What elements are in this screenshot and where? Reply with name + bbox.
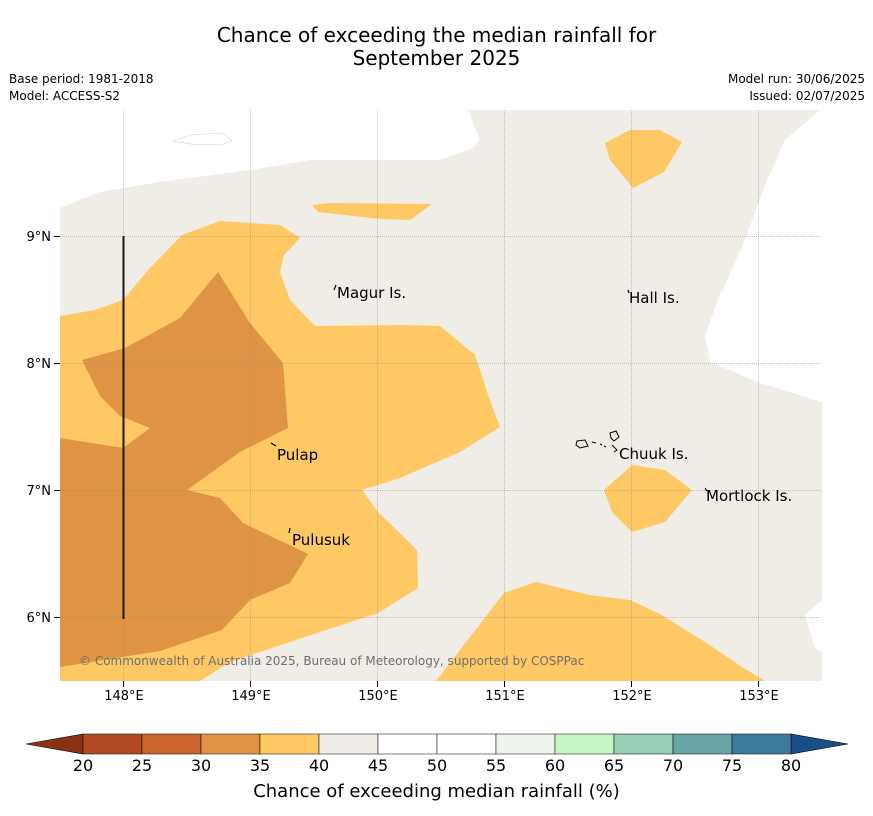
island-magur <box>333 284 337 291</box>
meta-right: Model run: 30/06/2025 Issued: 02/07/2025 <box>728 71 865 105</box>
lon-label-152e: 152°E <box>612 689 652 704</box>
colorbar <box>25 733 849 755</box>
colorbar-tick-label: 60 <box>544 756 566 775</box>
colorbar-title: Chance of exceeding median rainfall (%) <box>253 781 620 802</box>
band-45-50-northeast <box>705 110 822 402</box>
axis-ticks <box>54 236 759 687</box>
band-35-40-hall <box>605 130 682 188</box>
colorbar-tick-label: 45 <box>367 756 389 775</box>
model-name: Model: ACCESS-S2 <box>9 89 121 103</box>
colorbar-under-triangle <box>25 733 84 755</box>
issued-date: Issued: 02/07/2025 <box>749 89 865 103</box>
place-label-mortlock: Mortlock Is. <box>706 487 792 505</box>
colorbar-segment <box>82 733 143 755</box>
colorbar-segment <box>436 733 497 755</box>
band-30-35 <box>60 272 308 667</box>
colorbar-tick-label: 65 <box>603 756 625 775</box>
colorbar-segment <box>554 733 615 755</box>
colorbar-tick-label: 40 <box>308 756 330 775</box>
colorbar-segment <box>141 733 202 755</box>
colorbar-segment <box>259 733 320 755</box>
lat-label-7n: 7°N <box>27 484 52 499</box>
band-35-40-south <box>436 582 765 681</box>
colorbar-tick-label: 75 <box>721 756 743 775</box>
colorbar-tick-label: 35 <box>249 756 271 775</box>
graticule <box>60 110 822 681</box>
copyright-notice: © Commonwealth of Australia 2025, Bureau… <box>79 654 585 668</box>
colorbar-segment <box>495 733 556 755</box>
island-chuuk-lagoon <box>575 430 620 453</box>
band-45-50-north <box>60 110 480 208</box>
colorbar-segment <box>200 733 261 755</box>
colorbar-segment <box>318 733 379 755</box>
lat-label-9n: 9°N <box>27 230 52 245</box>
map-fields <box>60 110 822 681</box>
place-label-pulusuk: Pulusuk <box>292 531 350 549</box>
chart-title-line2: September 2025 <box>352 46 521 70</box>
colorbar-tick-label: 70 <box>662 756 684 775</box>
colorbar-segment <box>377 733 438 755</box>
band-45-50-southeast <box>805 600 822 652</box>
band-45-50-islet <box>172 132 233 146</box>
lon-label-153e: 153°E <box>739 689 779 704</box>
lat-label-8n: 8°N <box>27 357 52 372</box>
band-35-40-magur <box>312 203 432 220</box>
colorbar-over-triangle <box>790 733 849 755</box>
chart-title-line1: Chance of exceeding the median rainfall … <box>216 23 657 47</box>
island-markers <box>270 284 708 534</box>
island-mortlock <box>704 487 708 492</box>
model-run: Model run: 30/06/2025 <box>727 72 865 86</box>
meta-left: Base period: 1981-2018 Model: ACCESS-S2 <box>9 71 154 105</box>
colorbar-tick-label: 55 <box>485 756 507 775</box>
lon-label-148e: 148°E <box>104 689 144 704</box>
island-pulusuk <box>288 527 291 534</box>
island-pulap <box>270 442 277 447</box>
lon-label-150e: 150°E <box>358 689 398 704</box>
colorbar-tick-label: 30 <box>190 756 212 775</box>
colorbar-segment <box>613 733 674 755</box>
colorbar-tick-label: 20 <box>72 756 94 775</box>
colorbar-tick-label: 50 <box>426 756 448 775</box>
colorbar-tick-label: 80 <box>780 756 802 775</box>
lat-label-6n: 6°N <box>27 611 52 626</box>
place-label-chuuk: Chuuk Is. <box>619 445 688 463</box>
place-label-hall: Hall Is. <box>629 289 680 307</box>
colorbar-segment <box>672 733 733 755</box>
island-hall <box>627 289 630 294</box>
base-period: Base period: 1981-2018 <box>9 72 154 86</box>
colorbar-tick-label: 25 <box>131 756 153 775</box>
place-label-magur: Magur Is. <box>337 284 406 302</box>
lon-label-149e: 149°E <box>231 689 271 704</box>
colorbar-segment <box>731 733 792 755</box>
lon-label-151e: 151°E <box>485 689 525 704</box>
place-label-pulap: Pulap <box>277 446 318 464</box>
band-35-40-mortlock <box>604 465 692 532</box>
